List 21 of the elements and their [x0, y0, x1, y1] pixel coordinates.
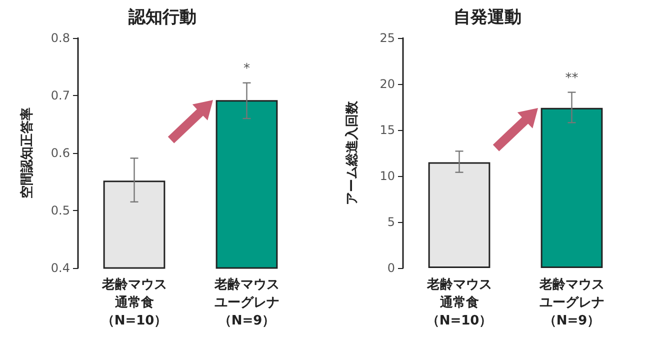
y-tick-label: 25 — [380, 31, 395, 45]
y-tick-label: 5 — [387, 215, 395, 229]
y-tick-label: 20 — [380, 77, 395, 91]
chart-title: 認知行動 — [128, 8, 196, 28]
annotation: ** — [565, 70, 579, 86]
x-tick-label: 老齢マウス通常食（N=10） — [426, 278, 492, 328]
y-tick-label: 0.4 — [50, 261, 70, 275]
y-axis-title: アーム総進入回数 — [344, 100, 360, 205]
x-tick-label: 老齢マウスユーグレナ（N=9） — [538, 278, 604, 328]
y-tick-label: 0 — [387, 261, 395, 275]
y-tick-label: 15 — [380, 123, 395, 137]
y-tick-label: 10 — [380, 169, 395, 183]
x-tick-label: 老齢マウスユーグレナ（N=9） — [213, 278, 280, 328]
x-tick-label: 老齢マウス通常食（N=10） — [100, 278, 168, 328]
chart-title: 自発運動 — [454, 8, 522, 28]
y-tick-label: 0.7 — [50, 88, 70, 102]
annotation: * — [244, 61, 250, 76]
y-axis-title: 空間認知正答率 — [19, 108, 35, 198]
y-tick-label: 0.8 — [50, 31, 70, 45]
y-tick-label: 0.5 — [50, 204, 70, 218]
y-tick-label: 0.6 — [50, 146, 70, 160]
